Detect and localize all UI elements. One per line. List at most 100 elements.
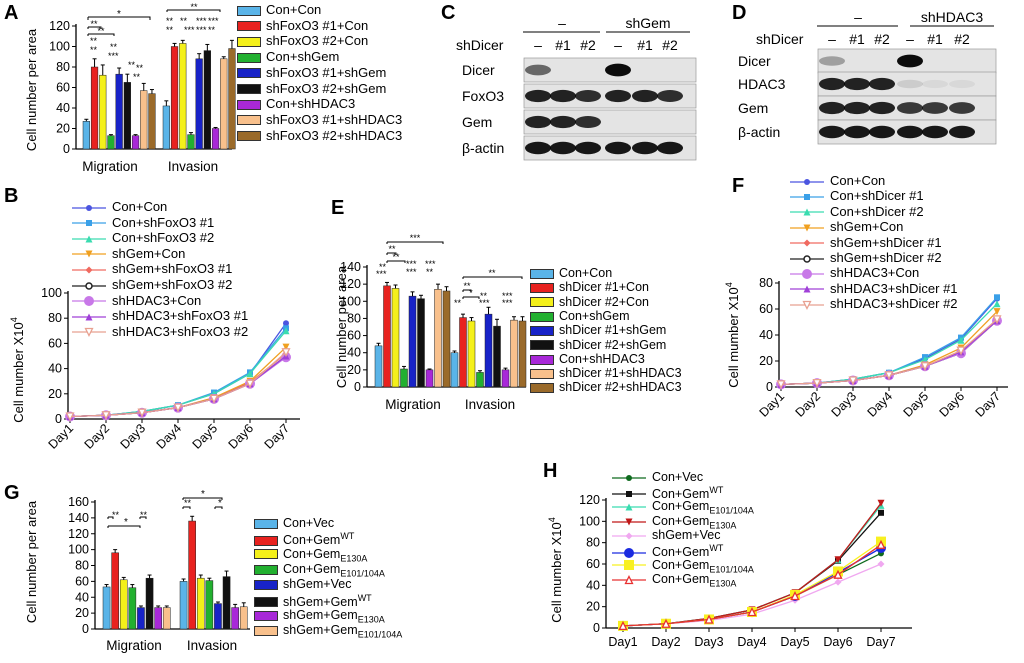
- panel-a-svg: Cell number per area 0 20 40 60 80 100 120 Mig…: [24, 2, 236, 174]
- legend-swatch: [530, 325, 554, 336]
- panel-e-sig: ***: [502, 291, 513, 301]
- legend-superscript: WT: [340, 531, 355, 542]
- y-tick-label: 120: [68, 527, 89, 541]
- bar-migration: [374, 345, 383, 388]
- bar-migration: [148, 93, 156, 150]
- blot-band: [869, 125, 895, 139]
- panel-a-sig: *: [117, 9, 121, 20]
- y-tick-label: 0: [82, 622, 89, 636]
- blot-label-gem: Gem: [462, 114, 492, 130]
- legend-item: Con+GemE130A: [612, 513, 736, 530]
- legend-line-swatch: [790, 285, 824, 293]
- legend-label: Con+Gem: [652, 513, 710, 528]
- legend-swatch: [237, 99, 261, 110]
- blot-label-dicer: Dicer: [738, 53, 771, 69]
- legend-line-swatch: [612, 474, 646, 481]
- y-tick-label: 60: [75, 574, 89, 588]
- y-tick-label: 60: [759, 302, 773, 316]
- panel-e-sig: ***: [502, 298, 513, 308]
- legend-superscript: WT: [709, 543, 724, 553]
- point-marker: [812, 378, 822, 389]
- y-tick-label: 20: [48, 387, 62, 401]
- legend-subscript: E101/104A: [357, 629, 403, 640]
- panel-a-group-invasion: Invasion: [168, 159, 218, 174]
- legend-subscript: E130A: [357, 614, 385, 625]
- panel-a-sig: ***: [196, 16, 207, 26]
- legend-label: Con+shGem: [559, 308, 630, 323]
- panel-c-row-label: shDicer: [456, 37, 504, 53]
- blot-label-foxo3: FoxO3: [462, 88, 504, 104]
- y-tick-label: 0: [55, 412, 62, 426]
- lane-label: #1: [637, 37, 653, 53]
- legend-line-swatch: [790, 193, 824, 200]
- legend-item: shFoxO3 #1+Con: [237, 18, 368, 33]
- bar-invasion: [467, 320, 476, 388]
- y-tick-label: 0: [593, 621, 600, 635]
- bar-migration: [417, 298, 425, 388]
- blot-band: [949, 79, 975, 89]
- panel-e-sig: **: [454, 298, 462, 308]
- legend-line-swatch: [72, 281, 106, 290]
- bar-migration: [434, 289, 442, 388]
- legend-swatch: [530, 268, 554, 279]
- blot-band: [632, 89, 658, 103]
- legend-item: shDicer #1+shHDAC3: [530, 366, 682, 380]
- legend-item: shDicer #2+shHDAC3: [530, 380, 682, 394]
- legend-label: shFoxO3 #2+shGem: [266, 80, 387, 96]
- bar-migration: [140, 90, 148, 150]
- legend-label: Con+Gem: [283, 546, 341, 561]
- x-tick-label: Day7: [262, 421, 293, 452]
- legend-swatch: [530, 297, 554, 308]
- legend-label: Con+shFoxO3 #2: [112, 230, 215, 246]
- legend-subscript: E101/104A: [709, 564, 754, 575]
- panel-a-sig: **: [208, 25, 216, 35]
- blot-band: [897, 102, 923, 114]
- legend-item: Con+shGem: [530, 309, 630, 323]
- legend-label: shHDAC3+shDicer #2: [830, 296, 958, 312]
- blot-band: [922, 79, 948, 89]
- bar-invasion: [484, 313, 493, 388]
- legend-line-swatch: [72, 220, 106, 227]
- legend-swatch: [237, 131, 261, 142]
- panel-g-chart: Cell number per area 0 20 40 60 80 100 120 140 1…: [0, 480, 440, 658]
- panel-h-svg: Cell mumber X104 0 20 40 60 80 100 120 Day1 Day2…: [547, 493, 912, 649]
- point-marker: [246, 370, 254, 378]
- blot-band: [819, 56, 845, 66]
- panel-a-sig: ***: [196, 25, 207, 35]
- panel-a-sig: **: [90, 19, 98, 29]
- legend-item: Con+shHDAC3: [237, 96, 355, 111]
- legend-line-swatch: [72, 328, 106, 338]
- point-marker: [834, 578, 842, 586]
- bar-invasion: [203, 50, 211, 150]
- bar-migration: [123, 82, 131, 150]
- legend-superscript: WT: [357, 592, 372, 603]
- legend-item: Con+Vec: [612, 470, 703, 484]
- x-tick-label: Day2: [82, 421, 113, 452]
- panel-e-sig: ***: [425, 259, 436, 269]
- panel-e-group-migration: Migration: [385, 397, 441, 412]
- point-marker: [704, 614, 714, 624]
- legend-item: shGem+GemE101/104A: [254, 623, 402, 640]
- panel-g-sig: **: [140, 510, 148, 520]
- panel-e-chart: Cell number per area 0 20 40 60 80 100 120 140 …: [330, 195, 730, 465]
- legend-item: shGem+shDicer #2: [790, 250, 942, 265]
- blot-band: [819, 125, 845, 139]
- x-tick-label: Day3: [829, 389, 860, 420]
- legend-label: Con+shDicer #1: [830, 188, 924, 204]
- point-marker: [957, 336, 965, 344]
- bar-migration: [82, 121, 90, 150]
- legend-line-swatch: [790, 178, 824, 185]
- legend-line-swatch: [790, 239, 824, 247]
- lane-label: #2: [662, 37, 678, 53]
- legend-item: Con+GemE130A: [254, 546, 367, 563]
- blot-band: [897, 79, 923, 89]
- legend-item: shGem+Con: [72, 246, 185, 261]
- legend-swatch: [254, 564, 278, 575]
- y-tick-label: 80: [56, 60, 70, 74]
- panel-b-chart: Cell mumber X104 0 20 40 60 80 100 Day1 Day2 Day…: [0, 190, 330, 480]
- legend-item: Con+shFoxO3 #2: [72, 230, 214, 245]
- point-marker: [790, 591, 800, 601]
- point-marker: [86, 220, 92, 227]
- panel-e-sig: **: [426, 267, 434, 277]
